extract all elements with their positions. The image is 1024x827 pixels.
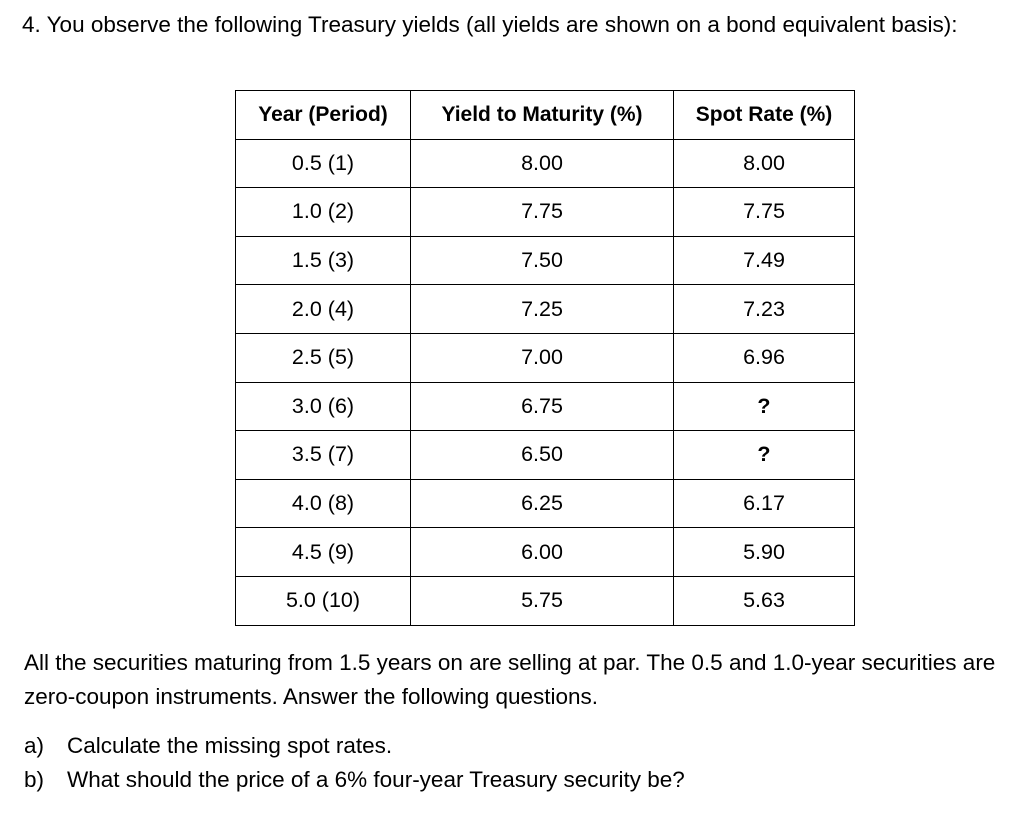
cell-year-period: 4.5 (9) (235, 527, 411, 577)
cell-year-period: 3.0 (6) (235, 381, 411, 432)
cell-year-period: 3.5 (7) (235, 430, 411, 480)
cell-yield: 7.75 (410, 187, 674, 237)
instructions-paragraph: All the securities maturing from 1.5 yea… (24, 650, 996, 709)
cell-year-period: 1.0 (2) (235, 187, 411, 237)
table-row: 4.0 (8) 6.25 6.17 (235, 478, 855, 529)
table-row: 2.5 (5) 7.00 6.96 (235, 332, 855, 383)
table-row: 5.0 (10) 5.75 5.63 (235, 575, 855, 626)
question-list: a) Calculate the missing spot rates. b) … (24, 729, 685, 797)
cell-spot-rate-missing: ? (673, 430, 855, 480)
cell-spot-rate: 8.00 (673, 138, 855, 189)
header-year-period: Year (Period) (235, 90, 411, 140)
cell-spot-rate: 7.49 (673, 235, 855, 286)
table-row: 3.5 (7) 6.50 ? (235, 430, 855, 480)
cell-yield: 6.75 (410, 381, 674, 432)
table-row: 0.5 (1) 8.00 8.00 (235, 138, 855, 189)
cell-spot-rate-missing: ? (673, 381, 855, 432)
table-row: 1.5 (3) 7.50 7.49 (235, 235, 855, 286)
question-marker: b) (24, 767, 45, 792)
cell-spot-rate: 7.75 (673, 187, 855, 237)
cell-yield: 8.00 (410, 138, 674, 189)
cell-year-period: 5.0 (10) (235, 575, 411, 626)
cell-year-period: 2.5 (5) (235, 332, 411, 383)
table-row: 4.5 (9) 6.00 5.90 (235, 527, 855, 577)
table-row: 3.0 (6) 6.75 ? (235, 381, 855, 432)
table-row: 2.0 (4) 7.25 7.23 (235, 284, 855, 334)
cell-spot-rate: 6.96 (673, 332, 855, 383)
cell-year-period: 0.5 (1) (235, 138, 411, 189)
cell-yield: 7.00 (410, 332, 674, 383)
cell-yield: 7.25 (410, 284, 674, 334)
cell-year-period: 2.0 (4) (235, 284, 411, 334)
cell-year-period: 4.0 (8) (235, 478, 411, 529)
cell-yield: 6.25 (410, 478, 674, 529)
cell-yield: 6.00 (410, 527, 674, 577)
table-header-row: Year (Period) Yield to Maturity (%) Spot… (235, 90, 855, 140)
table-row: 1.0 (2) 7.75 7.75 (235, 187, 855, 237)
list-item: b) What should the price of a 6% four-ye… (24, 763, 685, 797)
question-marker: a) (24, 733, 45, 758)
cell-spot-rate: 7.23 (673, 284, 855, 334)
cell-yield: 5.75 (410, 575, 674, 626)
cell-year-period: 1.5 (3) (235, 235, 411, 286)
cell-spot-rate: 5.63 (673, 575, 855, 626)
question-intro: 4. You observe the following Treasury yi… (22, 12, 958, 37)
question-text: What should the price of a 6% four-year … (67, 767, 685, 792)
cell-spot-rate: 5.90 (673, 527, 855, 577)
question-text: Calculate the missing spot rates. (67, 733, 393, 758)
cell-yield: 7.50 (410, 235, 674, 286)
cell-yield: 6.50 (410, 430, 674, 480)
header-yield-to-maturity: Yield to Maturity (%) (410, 90, 674, 140)
yield-table-container: Year (Period) Yield to Maturity (%) Spot… (235, 90, 855, 626)
cell-spot-rate: 6.17 (673, 478, 855, 529)
treasury-yield-table: Year (Period) Yield to Maturity (%) Spot… (235, 90, 855, 626)
header-spot-rate: Spot Rate (%) (673, 90, 855, 140)
list-item: a) Calculate the missing spot rates. (24, 729, 685, 763)
